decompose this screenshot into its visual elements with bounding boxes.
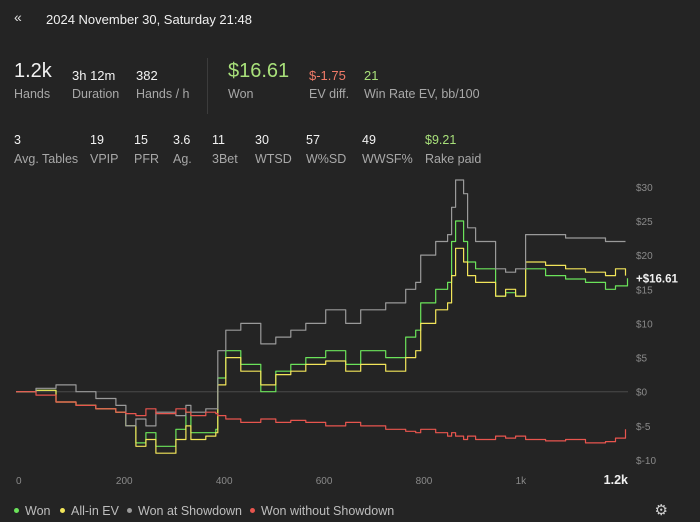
stat-winrate-ev-value: 21 bbox=[364, 68, 379, 83]
stat-vpip: 19 VPIP bbox=[90, 133, 119, 166]
x-tick-label: 400 bbox=[216, 476, 233, 487]
legend-item-allin-ev[interactable]: All-in EV bbox=[60, 504, 119, 518]
stat-hands-label: Hands bbox=[14, 87, 51, 101]
stat-value: $9.21 bbox=[425, 133, 457, 147]
legend-item-non-showdown[interactable]: Won without Showdown bbox=[250, 504, 394, 518]
y-tick-label: $0 bbox=[636, 388, 648, 399]
stat-label: 3Bet bbox=[212, 152, 238, 166]
header: « 2024 November 30, Saturday 21:48 bbox=[0, 0, 700, 38]
chart-legend: Won All-in EV Won at Showdown Won withou… bbox=[0, 501, 700, 521]
stat-value: 30 bbox=[255, 133, 269, 147]
series-line-allin_ev bbox=[16, 247, 627, 454]
stat-value: 11 bbox=[212, 133, 225, 147]
stat-3bet: 11 3Bet bbox=[212, 133, 238, 166]
stat-label: VPIP bbox=[90, 152, 119, 166]
stat-label: PFR bbox=[134, 152, 159, 166]
x-tick-label: 600 bbox=[316, 476, 333, 487]
stat-hands-per-hour: 382 Hands / h bbox=[136, 60, 190, 101]
stat-label: WTSD bbox=[255, 152, 292, 166]
stat-value: 57 bbox=[306, 133, 320, 147]
stat-hands-per-hour-label: Hands / h bbox=[136, 87, 190, 101]
stat-pfr: 15 PFR bbox=[134, 133, 159, 166]
y-tick-label: $30 bbox=[636, 183, 653, 194]
stat-won-label: Won bbox=[228, 87, 254, 101]
stat-value: 3.6 bbox=[173, 133, 191, 147]
legend-label: All-in EV bbox=[71, 504, 119, 518]
stat-value: 49 bbox=[362, 133, 376, 147]
series-line-won bbox=[16, 220, 629, 447]
stat-duration-value: 3h 12m bbox=[72, 68, 116, 83]
stat-value: 15 bbox=[134, 133, 148, 147]
y-tick-label: $-5 bbox=[636, 422, 651, 433]
summary-divider bbox=[207, 58, 208, 114]
legend-label: Won at Showdown bbox=[138, 504, 242, 518]
stat-label: Ag. bbox=[173, 152, 192, 166]
stat-hands-value: 1.2k bbox=[14, 60, 52, 82]
y-tick-label: $5 bbox=[636, 354, 648, 365]
stat-duration: 3h 12m Duration bbox=[72, 60, 119, 101]
y-tick-label: $20 bbox=[636, 251, 653, 262]
stat-duration-label: Duration bbox=[72, 87, 120, 101]
legend-dot-non-showdown bbox=[250, 508, 255, 514]
legend-dot-won bbox=[14, 508, 19, 514]
stat-label: WWSF% bbox=[362, 152, 413, 166]
y-tick-label: $-10 bbox=[636, 456, 656, 467]
profit-chart[interactable]: $30 $25 $20 $15 $10 $5 $0 $-5 $-10 0 200 400 600 800 1… bbox=[0, 170, 700, 500]
y-tick-label: $10 bbox=[636, 319, 653, 330]
stat-ev-diff-value: $-1.75 bbox=[309, 68, 346, 83]
stat-winrate-ev-label: Win Rate EV, bb/100 bbox=[364, 87, 480, 101]
stat-avg-tables: 3 Avg. Tables bbox=[14, 133, 78, 166]
end-value-label: +$16.61 bbox=[636, 273, 678, 285]
x-tick-label: 200 bbox=[116, 476, 133, 487]
x-tick-label: 1.2k bbox=[604, 473, 628, 487]
stat-wwsf: 49 WWSF% bbox=[362, 133, 413, 166]
legend-item-showdown[interactable]: Won at Showdown bbox=[127, 504, 242, 518]
stat-label: Rake paid bbox=[425, 152, 482, 166]
stat-won: $16.61 Won bbox=[228, 60, 289, 101]
settings-icon[interactable]: ⚙ bbox=[654, 502, 668, 519]
y-tick-label: $25 bbox=[636, 217, 653, 228]
back-icon[interactable]: « bbox=[14, 9, 22, 25]
stat-rake-paid: $9.21 Rake paid bbox=[425, 133, 481, 166]
stat-hands: 1.2k Hands bbox=[14, 60, 52, 101]
stat-label: Avg. Tables bbox=[14, 152, 79, 166]
legend-label: Won bbox=[25, 504, 51, 518]
stat-ev-diff-label: EV diff. bbox=[309, 87, 350, 101]
series-line-non_showdown bbox=[16, 391, 627, 444]
stat-ev-diff: $-1.75 EV diff. bbox=[309, 60, 349, 101]
legend-item-won[interactable]: Won bbox=[14, 504, 50, 518]
stat-value: 3 bbox=[14, 133, 21, 147]
y-tick-label: $15 bbox=[636, 285, 653, 296]
x-tick-label: 0 bbox=[16, 476, 22, 487]
x-tick-label: 800 bbox=[416, 476, 433, 487]
stat-wsd: 57 W%SD bbox=[306, 133, 346, 166]
legend-dot-showdown bbox=[127, 508, 132, 514]
stat-label: W%SD bbox=[306, 152, 347, 166]
stat-wtsd: 30 WTSD bbox=[255, 133, 292, 166]
stat-hands-per-hour-value: 382 bbox=[136, 68, 158, 83]
stat-aggression: 3.6 Ag. bbox=[173, 133, 192, 166]
stat-value: 19 bbox=[90, 133, 104, 147]
legend-label: Won without Showdown bbox=[261, 504, 395, 518]
x-tick-label: 1k bbox=[516, 476, 528, 487]
legend-dot-allin-ev bbox=[60, 508, 65, 514]
stat-won-value: $16.61 bbox=[228, 60, 290, 82]
session-title: 2024 November 30, Saturday 21:48 bbox=[46, 12, 252, 27]
stat-winrate-ev: 21 Win Rate EV, bb/100 bbox=[364, 60, 480, 101]
series-line-showdown bbox=[16, 179, 626, 427]
